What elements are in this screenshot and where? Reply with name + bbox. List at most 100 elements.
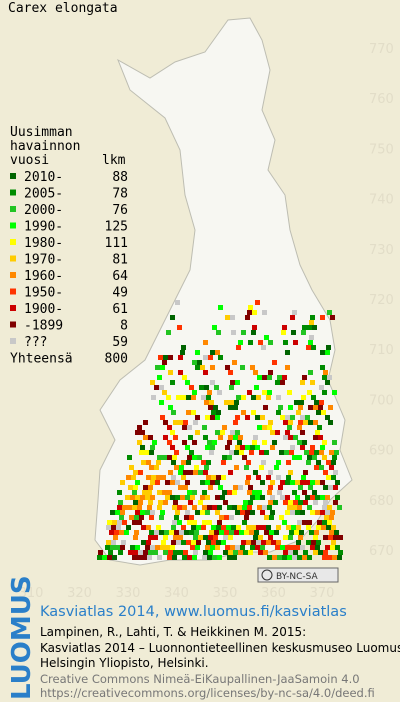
grid-square xyxy=(208,485,213,490)
grid-square xyxy=(269,530,274,535)
grid-square xyxy=(327,520,332,525)
license-badge: BY-NC-SA xyxy=(276,572,319,582)
grid-square xyxy=(268,370,273,375)
grid-square xyxy=(118,500,123,505)
grid-square xyxy=(315,430,320,435)
grid-square xyxy=(137,505,142,510)
grid-square xyxy=(97,555,102,560)
grid-square xyxy=(270,430,275,435)
grid-square xyxy=(298,535,303,540)
grid-square xyxy=(251,525,256,530)
legend-count: 49 xyxy=(112,286,128,301)
grid-square xyxy=(153,535,158,540)
grid-square xyxy=(151,395,156,400)
grid-square xyxy=(150,545,155,550)
grid-square xyxy=(142,555,147,560)
grid-square xyxy=(309,335,314,340)
grid-square xyxy=(289,450,294,455)
grid-square xyxy=(267,390,272,395)
grid-square xyxy=(318,405,323,410)
grid-square xyxy=(251,330,256,335)
grid-square xyxy=(245,480,250,485)
grid-square xyxy=(332,555,337,560)
grid-square xyxy=(337,555,342,560)
grid-square xyxy=(234,530,239,535)
grid-square xyxy=(330,315,335,320)
legend-swatch xyxy=(10,305,16,311)
grid-square xyxy=(182,375,187,380)
grid-square xyxy=(178,355,183,360)
grid-square xyxy=(120,545,125,550)
grid-square xyxy=(202,490,207,495)
grid-square xyxy=(293,500,298,505)
grid-square xyxy=(192,520,197,525)
grid-square xyxy=(276,395,281,400)
grid-square xyxy=(214,530,219,535)
grid-square xyxy=(174,515,179,520)
grid-square xyxy=(105,545,110,550)
grid-square xyxy=(306,460,311,465)
grid-square xyxy=(282,325,287,330)
grid-square xyxy=(302,325,307,330)
grid-square xyxy=(289,530,294,535)
grid-square xyxy=(205,495,210,500)
grid-square xyxy=(261,345,266,350)
grid-square xyxy=(106,540,111,545)
legend-swatch xyxy=(10,272,16,278)
grid-square xyxy=(288,470,293,475)
grid-square xyxy=(129,515,134,520)
grid-square xyxy=(312,490,317,495)
grid-square xyxy=(183,470,188,475)
grid-square xyxy=(241,410,246,415)
grid-square xyxy=(166,330,171,335)
grid-square xyxy=(125,495,130,500)
grid-square xyxy=(163,420,168,425)
grid-square xyxy=(114,530,119,535)
grid-square xyxy=(245,510,250,515)
grid-square xyxy=(267,505,272,510)
grid-square xyxy=(242,505,247,510)
grid-square xyxy=(266,395,271,400)
grid-square xyxy=(172,455,177,460)
grid-square xyxy=(196,525,201,530)
grid-square xyxy=(287,505,292,510)
grid-square xyxy=(260,545,265,550)
grid-square xyxy=(159,530,164,535)
grid-square xyxy=(148,550,153,555)
grid-square xyxy=(183,485,188,490)
grid-square xyxy=(181,540,186,545)
grid-square xyxy=(132,555,137,560)
grid-square xyxy=(131,475,136,480)
grid-square xyxy=(173,500,178,505)
grid-square xyxy=(126,525,131,530)
grid-square xyxy=(323,500,328,505)
grid-square xyxy=(312,325,317,330)
grid-square xyxy=(255,300,260,305)
grid-square xyxy=(212,440,217,445)
grid-square xyxy=(175,510,180,515)
grid-square xyxy=(259,465,264,470)
grid-square xyxy=(143,485,148,490)
grid-square xyxy=(203,370,208,375)
grid-square xyxy=(193,535,198,540)
grid-square xyxy=(195,430,200,435)
grid-square xyxy=(282,520,287,525)
grid-square xyxy=(261,540,266,545)
grid-square xyxy=(258,535,263,540)
grid-square xyxy=(157,490,162,495)
grid-square xyxy=(157,375,162,380)
grid-square xyxy=(322,375,327,380)
grid-square xyxy=(296,410,301,415)
grid-square xyxy=(132,490,137,495)
grid-square xyxy=(288,435,293,440)
grid-square xyxy=(157,455,162,460)
grid-square xyxy=(303,500,308,505)
grid-square xyxy=(211,525,216,530)
grid-square xyxy=(276,460,281,465)
grid-square xyxy=(287,425,292,430)
grid-square xyxy=(165,480,170,485)
grid-square xyxy=(168,355,173,360)
grid-square xyxy=(272,440,277,445)
grid-square xyxy=(301,330,306,335)
grid-square xyxy=(144,450,149,455)
